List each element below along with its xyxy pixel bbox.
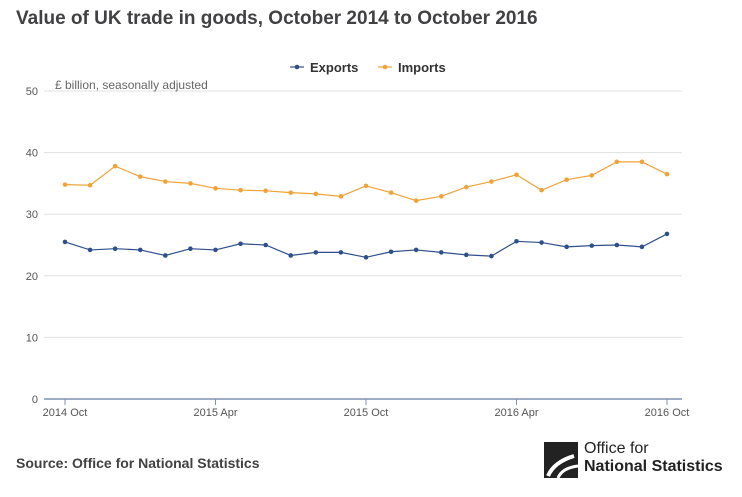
exports-point: [263, 242, 268, 248]
imports-point: [213, 186, 218, 191]
exports-point: [639, 244, 645, 250]
ons-logo: Office for National Statistics: [544, 440, 734, 480]
series-exports: [62, 231, 670, 260]
ons-logo-text: Office for National Statistics: [584, 440, 723, 476]
series-imports: [62, 159, 670, 203]
exports-point: [338, 250, 344, 255]
y-tick-label: 20: [26, 271, 38, 283]
imports-point: [137, 174, 143, 179]
y-tick-label: 0: [32, 394, 38, 406]
exports-point: [363, 255, 369, 260]
exports-point: [589, 243, 595, 248]
x-tick-label: 2016 Apr: [494, 407, 538, 419]
imports-point: [112, 163, 118, 169]
series-group: [62, 159, 670, 260]
imports-point: [313, 191, 319, 197]
exports-line: [64, 233, 668, 258]
y-tick-label: 10: [26, 332, 38, 344]
imports-point: [263, 188, 268, 194]
imports-point: [614, 159, 620, 165]
imports-point: [514, 172, 519, 178]
x-tick-label: 2015 Apr: [193, 407, 237, 419]
exports-point: [614, 242, 620, 248]
legend-label: Imports: [398, 60, 446, 75]
exports-point: [62, 239, 68, 245]
imports-point: [188, 181, 193, 186]
exports-point: [238, 241, 243, 247]
exports-point: [388, 249, 394, 255]
x-tick-label: 2015 Oct: [344, 407, 389, 419]
imports-point: [288, 190, 294, 195]
exports-point: [112, 246, 118, 251]
x-tick-label: 2014 Oct: [43, 407, 88, 419]
imports-point: [163, 179, 168, 184]
y-tick-label: 30: [26, 209, 38, 221]
ons-logo-line2: National Statistics: [584, 458, 723, 475]
exports-point: [137, 247, 143, 253]
imports-point: [639, 159, 645, 165]
imports-point: [564, 177, 569, 183]
legend-swatch-point: [294, 64, 300, 70]
line-chart: 0 10 20 30 40 50 2014 Oct 2015 Apr 2015 Oct 2016…: [26, 60, 690, 419]
imports-point: [338, 194, 344, 199]
imports-line: [64, 161, 668, 202]
x-axis: 2014 Oct 2015 Apr 2015 Oct 2016 Apr 2016 Oct: [43, 398, 690, 419]
exports-point: [87, 247, 93, 253]
imports-point: [87, 182, 93, 188]
y-axis-ticks: 0 10 20 30 40 50: [26, 86, 38, 406]
exports-point: [288, 253, 294, 258]
exports-point: [539, 240, 544, 245]
imports-point: [363, 183, 369, 189]
chart-title: Value of UK trade in goods, October 2014…: [16, 8, 538, 29]
gridlines: [44, 90, 682, 338]
imports-point: [388, 190, 394, 195]
imports-point: [489, 179, 494, 184]
exports-point: [514, 239, 519, 244]
legend-swatch-point: [382, 64, 388, 70]
x-tick-label: 2016 Oct: [645, 407, 690, 419]
source-note: Source: Office for National Statistics: [16, 455, 260, 471]
imports-point: [238, 187, 243, 193]
imports-point: [539, 187, 544, 193]
legend: Exports Imports: [290, 60, 446, 75]
exports-point: [213, 247, 218, 253]
legend-item-exports: Exports: [290, 60, 358, 75]
imports-point: [413, 198, 419, 203]
exports-point: [163, 253, 168, 258]
imports-point: [664, 171, 670, 177]
ons-logo-line1: Office for: [584, 440, 649, 457]
y-tick-label: 50: [26, 86, 38, 98]
exports-point: [464, 252, 469, 258]
exports-point: [564, 244, 569, 250]
exports-point: [313, 250, 319, 255]
imports-point: [62, 182, 68, 187]
imports-point: [464, 184, 469, 190]
y-tick-label: 40: [26, 148, 38, 160]
imports-point: [438, 194, 444, 199]
exports-point: [413, 247, 419, 253]
exports-point: [489, 253, 494, 259]
legend-label: Exports: [310, 60, 358, 75]
exports-point: [188, 246, 193, 251]
exports-point: [438, 250, 444, 255]
ons-logo-icon: [544, 442, 578, 478]
y-axis-label: £ billion, seasonally adjusted: [55, 78, 208, 92]
legend-item-imports: Imports: [378, 60, 446, 75]
imports-point: [589, 173, 595, 178]
exports-point: [664, 231, 670, 237]
